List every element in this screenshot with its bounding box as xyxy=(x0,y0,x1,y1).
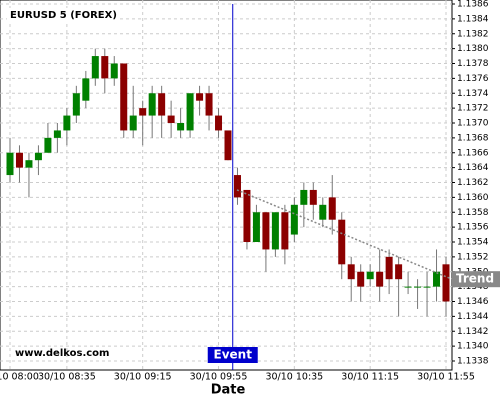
candle-body xyxy=(101,56,109,79)
candle-body xyxy=(72,93,80,116)
chart-title: EURUSD 5 (FOREX) xyxy=(10,10,117,21)
y-tick-label: 1.1360 xyxy=(457,193,489,203)
y-tick-label: 1.1386 xyxy=(457,0,489,10)
candle-body xyxy=(281,212,289,250)
watermark: www.delkos.com xyxy=(15,348,109,359)
trend-label: Trend xyxy=(456,272,494,286)
candle-body xyxy=(376,271,384,287)
candle-body xyxy=(44,137,52,153)
candle-body xyxy=(404,286,412,288)
event-label: Event xyxy=(214,348,253,362)
x-tick-label: 30/10 11:55 xyxy=(417,372,475,383)
plot-frame xyxy=(0,0,453,371)
candle-body xyxy=(433,271,441,287)
candle-body xyxy=(215,115,223,131)
y-tick-label: 1.1338 xyxy=(457,357,489,367)
candle-body xyxy=(442,264,450,302)
candle-body xyxy=(196,93,204,101)
y-tick-label: 1.1366 xyxy=(457,148,489,158)
candle-body xyxy=(328,197,336,220)
trend-line xyxy=(236,189,453,280)
candle-body xyxy=(252,212,260,242)
candle-body xyxy=(233,175,241,198)
y-tick-label: 1.1340 xyxy=(457,342,489,352)
candle-body xyxy=(366,271,374,280)
candle-body xyxy=(6,152,14,176)
candle-body xyxy=(110,63,118,79)
y-tick-label: 1.1372 xyxy=(457,104,489,114)
y-tick-label: 1.1374 xyxy=(457,89,489,99)
candle-body xyxy=(319,204,327,220)
candle-body xyxy=(139,108,147,116)
candle-body xyxy=(347,264,355,280)
candle-body xyxy=(309,189,317,205)
candle-body xyxy=(82,78,90,101)
candle-body xyxy=(53,130,61,138)
candle-body xyxy=(25,160,33,168)
y-tick-label: 1.1342 xyxy=(457,327,489,337)
candle-body xyxy=(414,286,422,288)
y-tick-label: 1.1376 xyxy=(457,74,489,84)
y-tick-label: 1.1356 xyxy=(457,223,489,233)
y-tick-label: 1.1384 xyxy=(457,14,489,24)
y-tick-label: 1.1382 xyxy=(457,29,489,39)
y-tick-label: 1.1378 xyxy=(457,59,489,69)
trend-label-box xyxy=(452,271,500,288)
candle-body xyxy=(271,212,279,250)
x-tick-label: 30/10 11:15 xyxy=(341,372,399,383)
y-tick-label: 1.1346 xyxy=(457,297,489,307)
y-tick-label: 1.1364 xyxy=(457,163,489,173)
y-tick-label: 1.1380 xyxy=(457,44,489,54)
title-box xyxy=(7,8,119,22)
x-tick-label: 30/10 08:35 xyxy=(38,372,96,383)
candle-body xyxy=(385,256,393,280)
candle-body xyxy=(148,93,156,116)
candle-body xyxy=(224,130,232,161)
y-tick-label: 1.1358 xyxy=(457,208,489,218)
candle-body xyxy=(158,93,166,116)
candle-body xyxy=(205,93,213,116)
candle-body xyxy=(120,63,128,131)
candle-body xyxy=(395,264,403,280)
x-tick-label: 30/10 08:00 xyxy=(0,372,39,383)
candle-body xyxy=(186,93,194,131)
candle-body xyxy=(338,219,346,265)
candle-body xyxy=(300,189,308,205)
candle-body xyxy=(15,152,23,168)
y-tick-label: 1.1352 xyxy=(457,252,489,262)
candle-body xyxy=(91,56,99,79)
candle-body xyxy=(290,204,298,235)
candle-body xyxy=(262,212,270,250)
candle-body xyxy=(34,152,42,161)
candle-body xyxy=(63,115,71,131)
candle-body xyxy=(357,271,365,287)
event-label-box xyxy=(207,347,258,363)
x-axis-label: Date xyxy=(211,383,246,398)
candle-body xyxy=(129,115,137,131)
candle-body xyxy=(167,115,175,123)
candle-body xyxy=(423,286,431,288)
y-tick-label: 1.1354 xyxy=(457,238,489,248)
x-tick-label: 30/10 10:35 xyxy=(265,372,323,383)
y-tick-label: 1.1370 xyxy=(457,119,489,129)
y-tick-label: 1.1362 xyxy=(457,178,489,188)
y-tick-label: 1.1368 xyxy=(457,133,489,143)
y-tick-label: 1.1344 xyxy=(457,312,489,322)
x-tick-label: 30/10 09:15 xyxy=(114,372,172,383)
candle-body xyxy=(177,123,185,131)
candle-body xyxy=(243,189,251,242)
x-tick-label: 30/10 09:55 xyxy=(190,372,248,383)
